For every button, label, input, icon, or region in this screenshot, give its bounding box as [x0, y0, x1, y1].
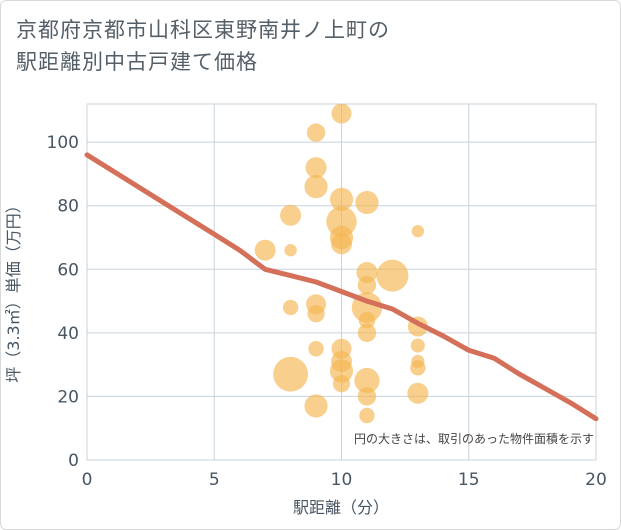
- chart-title-line-1: 京都府京都市山科区東野南井ノ上町の: [16, 18, 390, 42]
- y-tick-label: 60: [57, 260, 79, 280]
- y-axis-label: 坪（3.3㎡）単価（万円）: [4, 197, 23, 382]
- y-tick-label: 80: [57, 197, 79, 217]
- bubble-point: [410, 338, 425, 353]
- bubble-point: [329, 359, 354, 383]
- bubble-point: [354, 367, 380, 394]
- bubble-point: [282, 299, 299, 316]
- bubble-point: [305, 157, 327, 179]
- x-tick-label: 10: [331, 470, 353, 490]
- x-tick-labels: 0 5 10 15 20: [82, 470, 607, 490]
- bubble-point: [376, 259, 409, 292]
- trend-series: [84, 152, 599, 422]
- x-tick-label: 15: [458, 470, 480, 490]
- bubble-point: [357, 387, 377, 406]
- bubble-point: [359, 407, 375, 424]
- bubble-point: [306, 123, 326, 142]
- bubble-point: [273, 356, 308, 392]
- bubble-point: [304, 175, 328, 199]
- chart-title-line-2: 駅距離別中古戸建て価格: [16, 50, 258, 74]
- size-annotation: 円の大きさは、取引のあった物件面積を示す: [354, 431, 594, 446]
- bubble-point: [331, 233, 352, 255]
- grid-lines: [86, 104, 597, 461]
- y-tick-label: 40: [57, 324, 79, 344]
- bubble-point: [331, 103, 352, 124]
- bubble-point: [304, 394, 328, 418]
- bubble-point: [307, 305, 325, 323]
- y-tick-label: 20: [57, 387, 79, 407]
- bubble-point: [410, 360, 426, 376]
- bubble-point: [332, 375, 351, 393]
- bubble-point: [357, 323, 377, 343]
- chart-title: 京都府京都市山科区東野南井ノ上町の 駅距離別中古戸建て価格: [16, 14, 390, 78]
- y-tick-label: 0: [68, 451, 79, 471]
- y-tick-labels: 0 20 40 60 80 100: [47, 133, 79, 471]
- x-tick-label: 20: [585, 470, 607, 490]
- bubble-series: [254, 103, 429, 424]
- x-tick-label: 5: [209, 470, 220, 490]
- y-tick-label: 100: [47, 133, 79, 153]
- bubble-point: [254, 239, 276, 261]
- bubble-point: [357, 275, 377, 295]
- bubble-point: [358, 311, 376, 329]
- bubble-point: [411, 224, 425, 238]
- x-axis-label: 駅距離（分）: [293, 498, 389, 517]
- bubble-point: [355, 190, 379, 215]
- bubble-point: [308, 341, 324, 357]
- x-tick-label: 0: [82, 470, 93, 490]
- bubble-point: [284, 244, 297, 257]
- trend-line: [84, 152, 599, 422]
- bubble-point: [407, 382, 429, 404]
- bubble-point: [329, 187, 354, 211]
- bubble-point: [280, 204, 302, 226]
